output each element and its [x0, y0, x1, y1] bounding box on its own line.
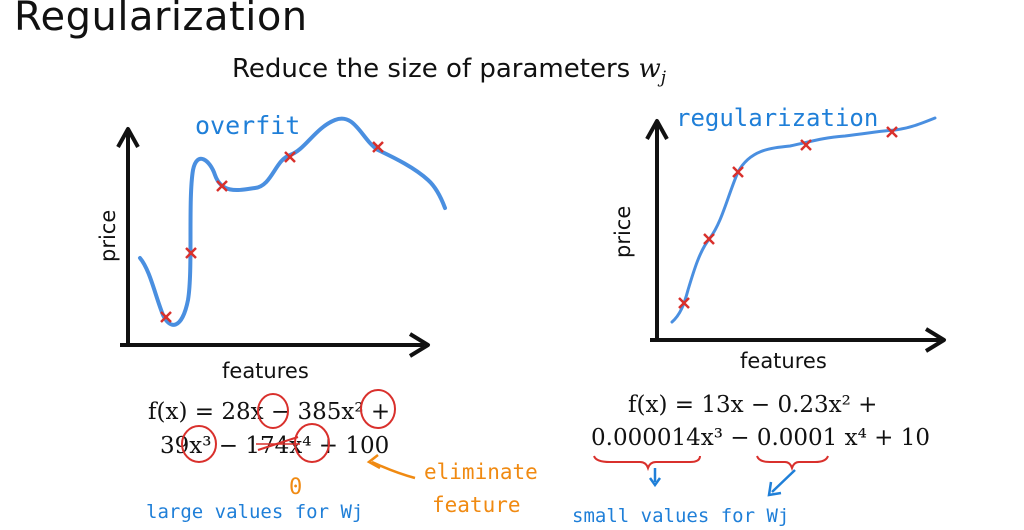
right-x-label: features: [740, 349, 827, 373]
left-equation-line2: 39x³ − 174x⁴ + 100: [160, 433, 389, 459]
slide-title: Regularization: [14, 0, 308, 40]
subtitle-sub: j: [660, 68, 666, 89]
eliminate-label: eliminate: [424, 460, 538, 484]
circle-mark: [257, 393, 289, 429]
left-annotation-overfit: overfit: [195, 111, 300, 140]
circle-mark: [181, 425, 217, 463]
blue-arrow: [771, 469, 796, 493]
left-y-arrow: [116, 127, 140, 148]
data-marker: [185, 247, 197, 259]
subtitle-text: Reduce the size of parameters: [232, 54, 639, 84]
left-markers: [160, 141, 384, 323]
right-equation: f(x) = 13x − 0.23x² + 0.000014x³ − 0.000…: [591, 392, 930, 472]
subtitle: Reduce the size of parameters wj: [232, 54, 666, 88]
data-marker: [372, 141, 384, 153]
left-plot: price features overfit: [96, 111, 447, 383]
large-values-note: large values for Wj: [146, 501, 363, 523]
left-x-arrow: [408, 332, 430, 358]
orange-arrow: [371, 460, 416, 480]
right-y-label: price: [611, 206, 635, 258]
subtitle-var: w: [638, 54, 661, 84]
data-marker: [678, 297, 690, 309]
left-x-label: features: [222, 359, 309, 383]
left-equation-line1: f(x) = 28x − 385x² +: [148, 399, 390, 425]
feature-label: feature: [432, 493, 521, 517]
zero-label: 0: [289, 475, 302, 500]
right-equation-line2: 0.000014x³ − 0.0001 x⁴ + 10: [591, 425, 930, 451]
orange-arrowhead: [366, 454, 381, 470]
notes: eliminate feature large values for Wj sm…: [146, 454, 796, 527]
data-marker: [732, 166, 744, 178]
data-marker: [160, 311, 172, 323]
blue-arrowhead: [767, 481, 782, 497]
circle-mark: [294, 423, 330, 463]
underbrace-mark: [593, 455, 701, 472]
right-x-arrow: [924, 327, 946, 353]
data-marker: [800, 139, 812, 151]
left-y-label: price: [96, 210, 120, 262]
data-marker: [284, 151, 296, 163]
data-marker: [703, 233, 715, 245]
underbrace-mark: [756, 455, 829, 472]
right-y-arrow: [645, 119, 669, 140]
small-values-note: small values for Wj: [572, 505, 789, 527]
blue-arrowhead: [648, 477, 662, 488]
circle-mark: [360, 389, 396, 429]
overfit-curve: [138, 116, 447, 327]
data-marker: [216, 180, 228, 192]
right-plot: price features regularization: [611, 104, 946, 373]
right-markers: [678, 126, 898, 309]
right-equation-line1: f(x) = 13x − 0.23x² +: [628, 392, 877, 418]
left-equation: f(x) = 28x − 385x² + 39x³ − 174x⁴ + 100 …: [148, 389, 396, 500]
data-marker: [886, 126, 898, 138]
right-annotation-regularization: regularization: [676, 104, 878, 132]
